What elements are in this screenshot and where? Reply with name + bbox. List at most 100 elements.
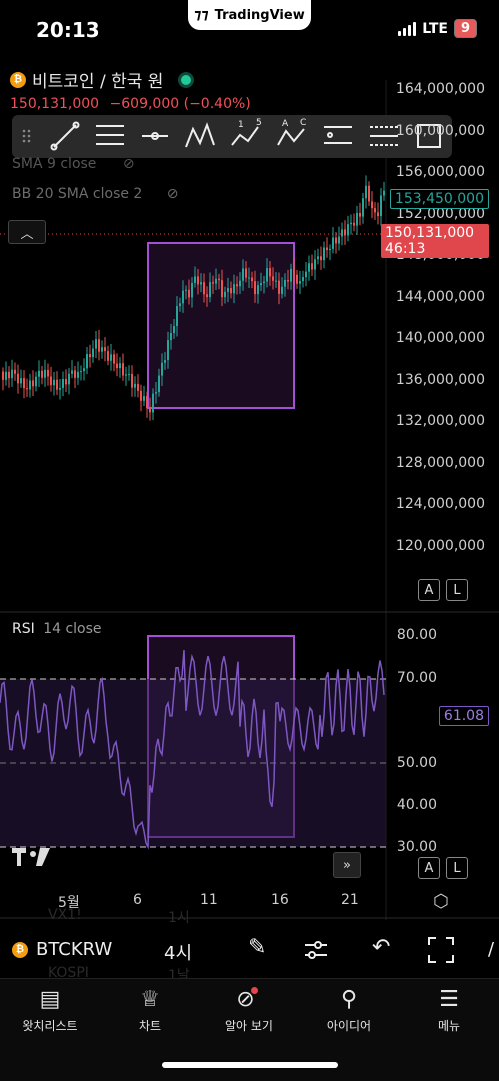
drag-handle-icon[interactable]	[22, 129, 31, 143]
collapse-legend-button[interactable]: ︿	[8, 220, 46, 244]
candle-body	[95, 339, 97, 349]
candle-body	[287, 279, 289, 282]
candle-body	[98, 339, 100, 352]
parallel-lines-icon[interactable]	[96, 125, 124, 145]
bitcoin-icon: ₿	[12, 941, 28, 958]
forecast-icon[interactable]	[324, 126, 352, 144]
candle-body	[362, 198, 364, 217]
candle-body	[155, 392, 157, 394]
candle-body	[179, 303, 181, 307]
candle-body	[350, 222, 352, 225]
sma-text: SMA 9 close	[12, 156, 97, 172]
candle-body	[263, 281, 265, 284]
candle-body	[197, 276, 199, 285]
chart-icon: ♕	[140, 987, 160, 1012]
candle-body	[158, 375, 160, 393]
candle-body	[218, 278, 220, 281]
sma-label[interactable]: SMA 9 close ⊘	[12, 156, 135, 172]
tradingview-logo-icon: ⁊⁊	[194, 7, 209, 23]
bb-label[interactable]: BB 20 SMA close 2 ⊘	[12, 186, 179, 202]
nav-menu[interactable]: ☰ 메뉴	[399, 987, 499, 1034]
more-edge-icon[interactable]: /	[488, 939, 495, 959]
rsi-auto-scale-button[interactable]: A	[418, 857, 440, 879]
nav-explore[interactable]: ⊘ 알아 보기	[199, 987, 299, 1034]
candle-body	[275, 280, 277, 282]
candle-body	[278, 280, 280, 294]
candle-body	[119, 363, 121, 369]
rectangle-tool-icon[interactable]	[417, 124, 441, 148]
rsi-log-scale-button[interactable]: L	[446, 857, 468, 879]
bb-hidden-eye-icon[interactable]: ⊘	[166, 186, 179, 202]
fullscreen-icon[interactable]	[428, 937, 454, 963]
interval-button[interactable]: 4시	[164, 943, 193, 964]
candle-body	[74, 370, 76, 378]
nav-chart[interactable]: ♕ 차트	[100, 987, 200, 1034]
candle-body	[353, 222, 355, 226]
candle-body	[227, 288, 229, 292]
candle-body	[53, 379, 55, 386]
candle-body	[311, 263, 313, 270]
time-axis-label: 16	[271, 892, 289, 908]
candle-body	[236, 284, 238, 287]
indicators-sliders-icon[interactable]	[303, 937, 329, 963]
pattern-icon[interactable]	[185, 122, 215, 148]
price-axis-label: 136,000,000	[395, 372, 485, 388]
candle-body	[92, 348, 94, 358]
candle-body	[332, 237, 334, 249]
price-highlight-rectangle[interactable]	[147, 242, 295, 409]
chart-settings-icon[interactable]: ⬡	[433, 891, 449, 912]
candle-body	[206, 294, 208, 298]
chart-canvas[interactable]	[0, 60, 499, 920]
candle-body	[50, 376, 52, 386]
watchlist-icon: ▤	[39, 987, 61, 1012]
ghost-symbol-2: KOSPI	[48, 965, 89, 981]
candle-body	[371, 201, 373, 209]
candle-body	[359, 212, 361, 217]
fib-retracement-icon[interactable]	[370, 126, 398, 146]
scroll-to-realtime-button[interactable]: »	[333, 852, 361, 878]
candle-body	[338, 236, 340, 244]
nav-ideas[interactable]: ⚲ 아이디어	[299, 987, 399, 1034]
candle-body	[149, 408, 151, 413]
bb-text: BB 20 SMA close 2	[12, 186, 143, 202]
candle-body	[17, 373, 19, 384]
undo-icon[interactable]: ↶	[372, 935, 391, 960]
price-axis-label: 160,000,000	[395, 123, 485, 139]
symbol-button[interactable]: ₿ BTCKRW	[12, 939, 112, 960]
symbol-name: 비트코인 / 한국 원	[32, 72, 164, 92]
symbol-header[interactable]: ₿ 비트코인 / 한국 원	[10, 67, 192, 92]
price-axis-label: 132,000,000	[395, 413, 485, 429]
candle-body	[377, 212, 379, 217]
candle-body	[374, 208, 376, 213]
tradingview-pill: ⁊⁊ TradingView	[188, 0, 311, 30]
rsi-label[interactable]: RSI 14 close	[12, 621, 102, 637]
rsi-title: RSI	[12, 621, 35, 637]
candle-body	[47, 369, 49, 377]
candle-body	[107, 351, 109, 361]
candlestick-series	[2, 175, 385, 421]
auto-scale-button[interactable]: A	[418, 579, 440, 601]
candle-body	[215, 278, 217, 284]
rsi-axis-label: 30.00	[396, 839, 437, 855]
candle-body	[77, 371, 79, 378]
candle-body	[323, 247, 325, 261]
nav-watchlist[interactable]: ▤ 왓치리스트	[0, 987, 100, 1034]
candle-body	[56, 379, 58, 390]
horizontal-ray-icon[interactable]	[142, 132, 168, 140]
price-line: 150,131,000 −609,000 (−0.40%)	[10, 96, 251, 112]
home-indicator[interactable]	[162, 1062, 338, 1068]
sma-hidden-eye-icon[interactable]: ⊘	[122, 156, 135, 172]
rsi-axis-label: 40.00	[396, 797, 437, 813]
draw-pen-icon[interactable]: ✎	[248, 935, 267, 960]
log-scale-button[interactable]: L	[446, 579, 468, 601]
nav-explore-label: 알아 보기	[225, 1019, 273, 1033]
candle-body	[344, 229, 346, 236]
candle-body	[248, 277, 250, 279]
ticker-bar: VX1! 1시 KOSPI 1날 ₿ BTCKRW 4시 ✎ ↶ /	[0, 907, 499, 984]
candle-body	[161, 362, 163, 376]
trend-line-icon[interactable]	[50, 121, 80, 151]
candle-body	[209, 282, 211, 298]
candle-body	[329, 248, 331, 251]
